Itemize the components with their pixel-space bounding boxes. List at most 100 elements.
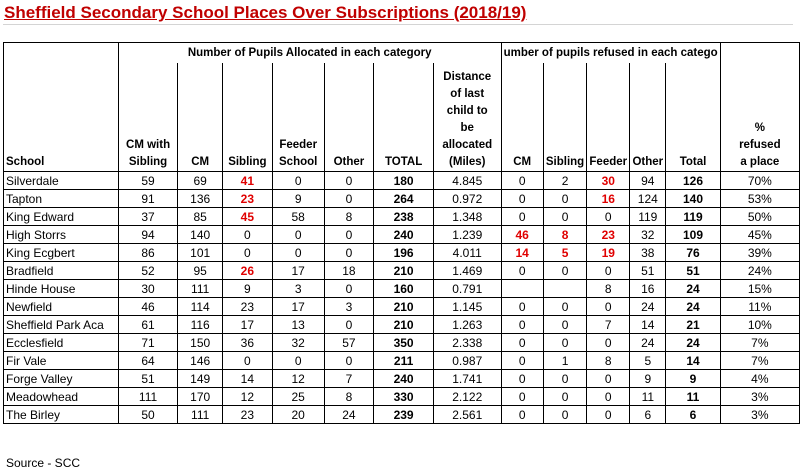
cell: 32 <box>271 333 325 352</box>
cell: 23 <box>221 405 273 424</box>
cell: 9 <box>271 189 325 208</box>
cell: 7% <box>719 351 800 370</box>
cell: 101 <box>177 243 223 262</box>
cell: 146 <box>177 351 223 370</box>
cell: 46 <box>500 225 544 244</box>
cell: 57 <box>323 333 375 352</box>
cell: 51 <box>665 261 721 280</box>
cell: 119 <box>629 207 667 226</box>
cell: 1.741 <box>432 369 502 388</box>
cell: 0 <box>500 369 544 388</box>
cell: 5 <box>629 351 667 370</box>
cell: 94 <box>629 171 667 190</box>
cell: 23 <box>221 189 273 208</box>
cell: 126 <box>665 171 721 190</box>
cell: 1.348 <box>432 207 502 226</box>
column-header: CM <box>177 63 223 172</box>
cell: 25 <box>271 387 325 406</box>
cell: 124 <box>629 189 667 208</box>
cell: 0 <box>542 261 588 280</box>
column-header: CM with Sibling <box>117 63 179 172</box>
data-row: Fir Vale 64 146 0 0 0 211 0.987 0 1 8 5 14 7% <box>3 351 800 370</box>
cell: 8 <box>323 387 375 406</box>
cell: 26 <box>221 261 273 280</box>
data-row: Newfield 46 114 23 17 3 210 1.145 0 0 0 24 24 11% <box>3 297 800 316</box>
data-row: Meadowhead 111 170 12 25 8 330 2.122 0 0 0 11 11 3% <box>3 387 800 406</box>
cell: 210 <box>373 297 434 316</box>
cell: 0 <box>542 207 588 226</box>
cell <box>719 42 800 63</box>
cell: 140 <box>177 225 223 244</box>
cell: 0 <box>323 225 375 244</box>
cell: 16 <box>629 279 667 298</box>
cell: 1.239 <box>432 225 502 244</box>
cell: 6 <box>629 405 667 424</box>
column-header: Feeder <box>586 63 631 172</box>
cell: 20 <box>271 405 325 424</box>
cell: 0 <box>500 261 544 280</box>
cell: 160 <box>373 279 434 298</box>
cell: 238 <box>373 207 434 226</box>
cell: 59 <box>117 171 179 190</box>
cell: 76 <box>665 243 721 262</box>
cell: 3 <box>323 297 375 316</box>
cell: 86 <box>117 243 179 262</box>
cell: 94 <box>117 225 179 244</box>
cell: 9 <box>665 369 721 388</box>
cell: 37 <box>117 207 179 226</box>
cell: 0 <box>586 369 631 388</box>
cell: 0 <box>271 171 325 190</box>
cell: 0 <box>323 189 375 208</box>
cell: 4.011 <box>432 243 502 262</box>
cell: 17 <box>221 315 273 334</box>
cell: 0 <box>500 387 544 406</box>
cell: 0 <box>323 315 375 334</box>
cell: 23 <box>586 225 631 244</box>
cell: 1.469 <box>432 261 502 280</box>
data-table: Number of Pupils Allocated in each categ… <box>3 42 800 424</box>
cell: 0 <box>323 351 375 370</box>
data-row: King Ecgbert 86 101 0 0 0 196 4.011 14 5 19 38 76 39% <box>3 243 800 262</box>
cell: 0 <box>542 387 588 406</box>
cell: 0 <box>586 207 631 226</box>
cell: 136 <box>177 189 223 208</box>
cell: 71 <box>117 333 179 352</box>
cell: 24 <box>665 297 721 316</box>
cell: 0 <box>542 189 588 208</box>
cell: 50 <box>117 405 179 424</box>
cell: 11 <box>665 387 721 406</box>
cell: 8 <box>323 207 375 226</box>
cell: 111 <box>177 405 223 424</box>
cell: 30 <box>117 279 179 298</box>
school-name: Bradfield <box>3 261 119 280</box>
cell: 119 <box>665 207 721 226</box>
cell: 0 <box>271 225 325 244</box>
school-name: Tapton <box>3 189 119 208</box>
cell: 2.561 <box>432 405 502 424</box>
cell: 2 <box>542 171 588 190</box>
cell: 9 <box>629 369 667 388</box>
cell: 116 <box>177 315 223 334</box>
cell: 0.791 <box>432 279 502 298</box>
column-header: Other <box>323 63 375 172</box>
school-name: Meadowhead <box>3 387 119 406</box>
column-header: Distance of last child to be allocated (… <box>432 63 502 172</box>
data-row: King Edward 37 85 45 58 8 238 1.348 0 0 0 119 119 50% <box>3 207 800 226</box>
cell: 58 <box>271 207 325 226</box>
cell: 11% <box>719 297 800 316</box>
cell: 91 <box>117 189 179 208</box>
school-name: Hinde House <box>3 279 119 298</box>
cell: 51 <box>629 261 667 280</box>
cell: 8 <box>542 225 588 244</box>
cell: 10% <box>719 315 800 334</box>
cell: 64 <box>117 351 179 370</box>
cell: 8 <box>586 279 631 298</box>
cell: 3 <box>271 279 325 298</box>
school-name: King Edward <box>3 207 119 226</box>
cell: 180 <box>373 171 434 190</box>
data-row: Ecclesfield 71 150 36 32 57 350 2.338 0 0 0 24 24 7% <box>3 333 800 352</box>
cell: 0 <box>500 171 544 190</box>
cell: 24 <box>665 279 721 298</box>
cell: 0 <box>586 297 631 316</box>
